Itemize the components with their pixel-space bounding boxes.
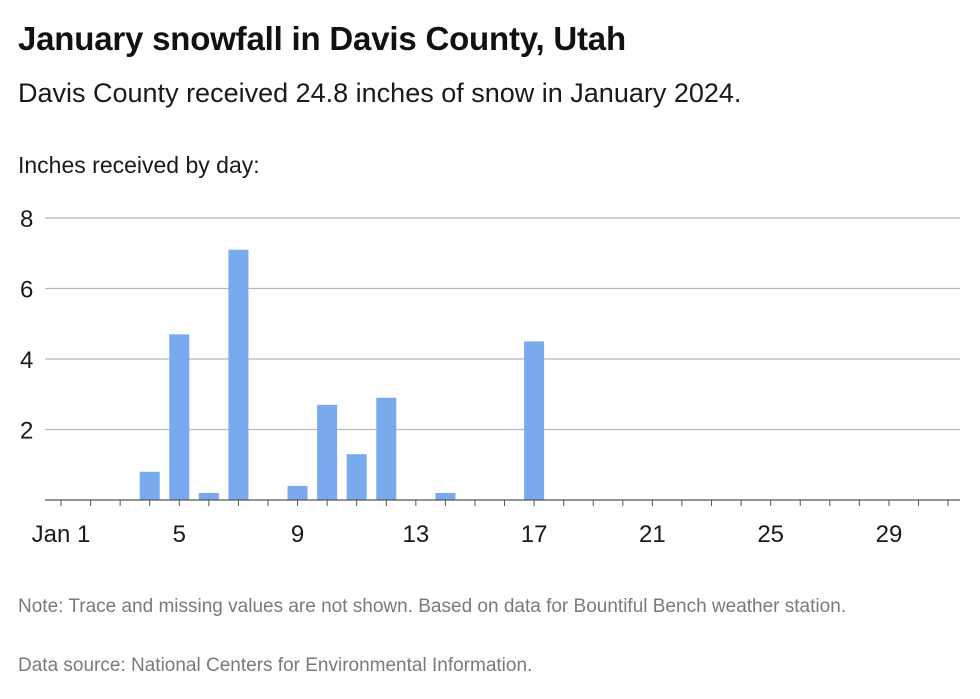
x-tick-label: 17 bbox=[521, 521, 548, 548]
chart-title: January snowfall in Davis County, Utah bbox=[18, 20, 626, 57]
snowfall-bar-chart: 2 4 6 8 Jan 1 5 9 13 17 21 25 29 bbox=[20, 206, 960, 548]
y-tick-label: 2 bbox=[20, 418, 33, 445]
bar-jan-7 bbox=[228, 249, 249, 500]
bar-jan-4 bbox=[139, 471, 160, 500]
y-tick-label: 8 bbox=[20, 206, 33, 233]
grid-layer bbox=[45, 217, 960, 431]
bar-jan-11 bbox=[346, 454, 367, 500]
x-tick-label: 9 bbox=[291, 521, 304, 548]
bar-jan-9 bbox=[287, 485, 308, 500]
axis-layer: 2 4 6 8 Jan 1 5 9 13 17 21 25 29 bbox=[20, 206, 960, 548]
bar-jan-17 bbox=[524, 341, 545, 500]
bar-jan-10 bbox=[317, 404, 338, 500]
footnote: Note: Trace and missing values are not s… bbox=[18, 596, 847, 617]
bar-jan-12 bbox=[376, 397, 397, 500]
y-tick-label: 6 bbox=[20, 277, 33, 304]
y-tick-label: 4 bbox=[20, 347, 33, 374]
chart-subtitle: Davis County received 24.8 inches of sno… bbox=[18, 78, 742, 108]
bar-jan-6 bbox=[198, 492, 219, 500]
x-tick-label: Jan 1 bbox=[32, 521, 91, 548]
x-tick-label: 21 bbox=[639, 521, 666, 548]
bar-layer bbox=[139, 249, 545, 500]
y-axis-caption: Inches received by day: bbox=[18, 152, 260, 178]
data-source: Data source: National Centers for Enviro… bbox=[18, 655, 533, 676]
bar-jan-14 bbox=[435, 492, 456, 500]
x-tick-label: 5 bbox=[173, 521, 186, 548]
x-tick-label: 25 bbox=[757, 521, 784, 548]
x-tick-label: 29 bbox=[876, 521, 903, 548]
bar-jan-5 bbox=[169, 334, 190, 500]
x-tick-label: 13 bbox=[402, 521, 429, 548]
